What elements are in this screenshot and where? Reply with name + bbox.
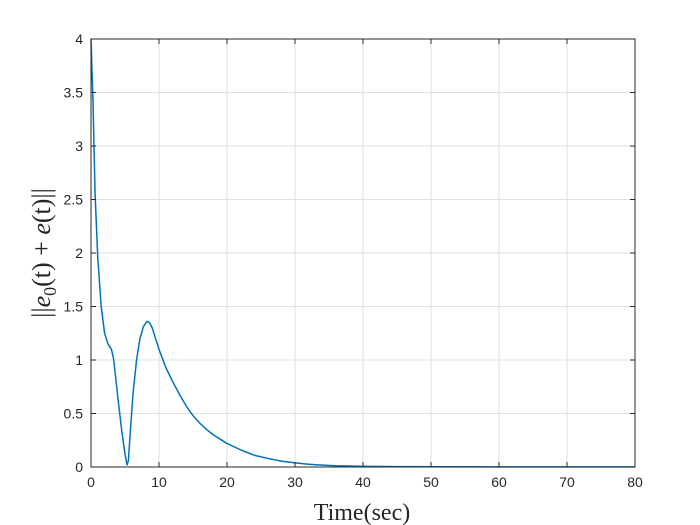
x-axis-ticks: 0 10 20 30 40 50 60 70 80 bbox=[87, 39, 643, 490]
x-tick-label: 40 bbox=[355, 474, 371, 490]
x-tick-label: 10 bbox=[151, 474, 167, 490]
y-tick-label: 3.5 bbox=[64, 85, 84, 101]
y-tick-label: 2.5 bbox=[64, 192, 84, 208]
y-tick-label: 0 bbox=[75, 459, 83, 475]
y-axis-label-subscript: 0 bbox=[40, 287, 60, 296]
x-tick-label: 50 bbox=[423, 474, 439, 490]
x-axis-label: Time(sec) bbox=[314, 500, 410, 525]
y-axis-label: ||e0(t) + e(t)|| bbox=[27, 188, 60, 318]
series-line-0 bbox=[90, 38, 635, 468]
x-tick-label: 80 bbox=[627, 474, 643, 490]
y-tick-label: 1 bbox=[75, 352, 83, 368]
y-axis-label-base: e bbox=[27, 296, 56, 308]
y-tick-label: 2 bbox=[75, 245, 83, 261]
x-tick-label: 20 bbox=[219, 474, 235, 490]
y-tick-label: 3 bbox=[75, 138, 83, 154]
y-axis-label-base2: e bbox=[27, 223, 56, 235]
y-axis-label-suffix: (t)|| bbox=[27, 188, 56, 223]
y-tick-label: 1.5 bbox=[64, 299, 84, 315]
y-tick-label: 0.5 bbox=[64, 406, 84, 422]
x-tick-label: 30 bbox=[287, 474, 303, 490]
y-tick-label: 4 bbox=[75, 31, 83, 47]
y-axis-label-prefix: || bbox=[27, 307, 56, 317]
x-tick-label: 60 bbox=[491, 474, 507, 490]
grid bbox=[90, 38, 636, 468]
x-tick-label: 70 bbox=[559, 474, 575, 490]
x-tick-label: 0 bbox=[87, 474, 95, 490]
series-layer bbox=[90, 38, 635, 468]
y-axis-ticks: 0 0.5 1 1.5 2 2.5 3 3.5 4 bbox=[64, 31, 635, 475]
y-axis-label-middle: (t) + bbox=[27, 235, 56, 287]
